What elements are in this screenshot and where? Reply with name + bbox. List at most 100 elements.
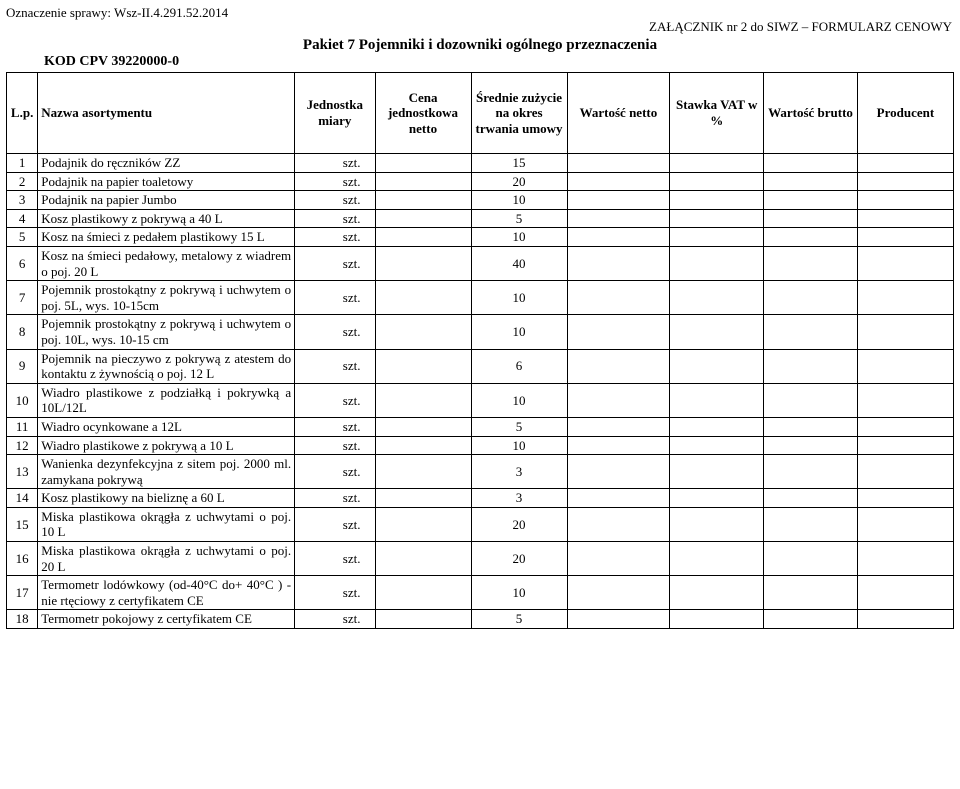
cell-usage: 15 [471, 154, 567, 173]
cell-name: Termometr pokojowy z certyfikatem CE [38, 610, 295, 629]
cell-name: Pojemnik prostokątny z pokrywą i uchwyte… [38, 281, 295, 315]
cell-gross [764, 209, 858, 228]
cell-producer [857, 455, 953, 489]
cell-unit: szt. [295, 191, 375, 210]
cell-gross [764, 455, 858, 489]
cell-unit: szt. [295, 246, 375, 280]
cell-unit: szt. [295, 209, 375, 228]
table-row: 3Podajnik na papier Jumboszt.10 [7, 191, 954, 210]
cell-name: Podajnik na papier Jumbo [38, 191, 295, 210]
cell-name: Podajnik do ręczników ZZ [38, 154, 295, 173]
cell-name: Wiadro plastikowe z podziałką i pokrywką… [38, 383, 295, 417]
cell-gross [764, 172, 858, 191]
cell-vat [670, 281, 764, 315]
cell-net [567, 246, 670, 280]
cell-net [567, 209, 670, 228]
cell-price [375, 246, 471, 280]
cell-usage: 20 [471, 542, 567, 576]
cell-name: Podajnik na papier toaletowy [38, 172, 295, 191]
cell-lp: 4 [7, 209, 38, 228]
cell-usage: 10 [471, 315, 567, 349]
packet-title: Pakiet 7 Pojemniki i dozowniki ogólnego … [6, 37, 954, 54]
cell-price [375, 209, 471, 228]
cell-name: Miska plastikowa okrągła z uchwytami o p… [38, 542, 295, 576]
table-row: 7Pojemnik prostokątny z pokrywą i uchwyt… [7, 281, 954, 315]
cell-price [375, 154, 471, 173]
cell-usage: 5 [471, 209, 567, 228]
cell-usage: 40 [471, 246, 567, 280]
table-row: 12Wiadro plastikowe z pokrywą a 10 Lszt.… [7, 436, 954, 455]
cell-vat [670, 455, 764, 489]
col-header-vat: Stawka VAT w % [670, 73, 764, 154]
cell-gross [764, 154, 858, 173]
cell-net [567, 281, 670, 315]
cell-producer [857, 281, 953, 315]
cell-vat [670, 417, 764, 436]
cell-gross [764, 315, 858, 349]
cell-vat [670, 507, 764, 541]
cell-price [375, 610, 471, 629]
table-row: 6Kosz na śmieci pedałowy, metalowy z wia… [7, 246, 954, 280]
table-header-row: L.p. Nazwa asortymentu Jednostka miary C… [7, 73, 954, 154]
cell-lp: 6 [7, 246, 38, 280]
kod-cpv-label: KOD CPV 39220000-0 [44, 54, 954, 70]
cell-lp: 7 [7, 281, 38, 315]
cell-vat [670, 228, 764, 247]
cell-vat [670, 191, 764, 210]
cell-net [567, 455, 670, 489]
col-header-producer: Producent [857, 73, 953, 154]
cell-gross [764, 417, 858, 436]
cell-producer [857, 172, 953, 191]
cell-net [567, 228, 670, 247]
cell-producer [857, 576, 953, 610]
cell-unit: szt. [295, 507, 375, 541]
table-row: 4Kosz plastikowy z pokrywą a 40 Lszt. 5 [7, 209, 954, 228]
cell-usage: 3 [471, 489, 567, 508]
cell-net [567, 315, 670, 349]
cell-lp: 11 [7, 417, 38, 436]
cell-usage: 20 [471, 172, 567, 191]
cell-unit: szt. [295, 315, 375, 349]
cell-producer [857, 507, 953, 541]
pricing-table: L.p. Nazwa asortymentu Jednostka miary C… [6, 72, 954, 629]
cell-price [375, 417, 471, 436]
cell-gross [764, 610, 858, 629]
cell-vat [670, 383, 764, 417]
cell-producer [857, 349, 953, 383]
cell-vat [670, 209, 764, 228]
cell-price [375, 542, 471, 576]
cell-gross [764, 436, 858, 455]
cell-usage: 20 [471, 507, 567, 541]
cell-usage: 10 [471, 383, 567, 417]
cell-unit: szt. [295, 576, 375, 610]
cell-unit: szt. [295, 383, 375, 417]
cell-lp: 8 [7, 315, 38, 349]
cell-producer [857, 246, 953, 280]
cell-lp: 2 [7, 172, 38, 191]
cell-vat [670, 542, 764, 576]
table-row: 15Miska plastikowa okrągła z uchwytami o… [7, 507, 954, 541]
table-row: 14Kosz plastikowy na bieliznę a 60 Lszt.… [7, 489, 954, 508]
cell-gross [764, 246, 858, 280]
cell-net [567, 436, 670, 455]
cell-usage: 10 [471, 576, 567, 610]
cell-name: Wiadro plastikowe z pokrywą a 10 L [38, 436, 295, 455]
cell-name: Kosz plastikowy z pokrywą a 40 L [38, 209, 295, 228]
table-row: 17Termometr lodówkowy (od-40°C do+ 40°C … [7, 576, 954, 610]
cell-unit: szt. [295, 436, 375, 455]
cell-gross [764, 507, 858, 541]
cell-vat [670, 610, 764, 629]
cell-net [567, 610, 670, 629]
cell-producer [857, 191, 953, 210]
cell-vat [670, 436, 764, 455]
cell-price [375, 436, 471, 455]
cell-unit: szt. [295, 489, 375, 508]
col-header-name: Nazwa asortymentu [38, 73, 295, 154]
cell-unit: szt. [295, 154, 375, 173]
cell-price [375, 172, 471, 191]
cell-usage: 3 [471, 455, 567, 489]
col-header-unit: Jednostka miary [295, 73, 375, 154]
cell-producer [857, 383, 953, 417]
cell-producer [857, 436, 953, 455]
cell-lp: 12 [7, 436, 38, 455]
